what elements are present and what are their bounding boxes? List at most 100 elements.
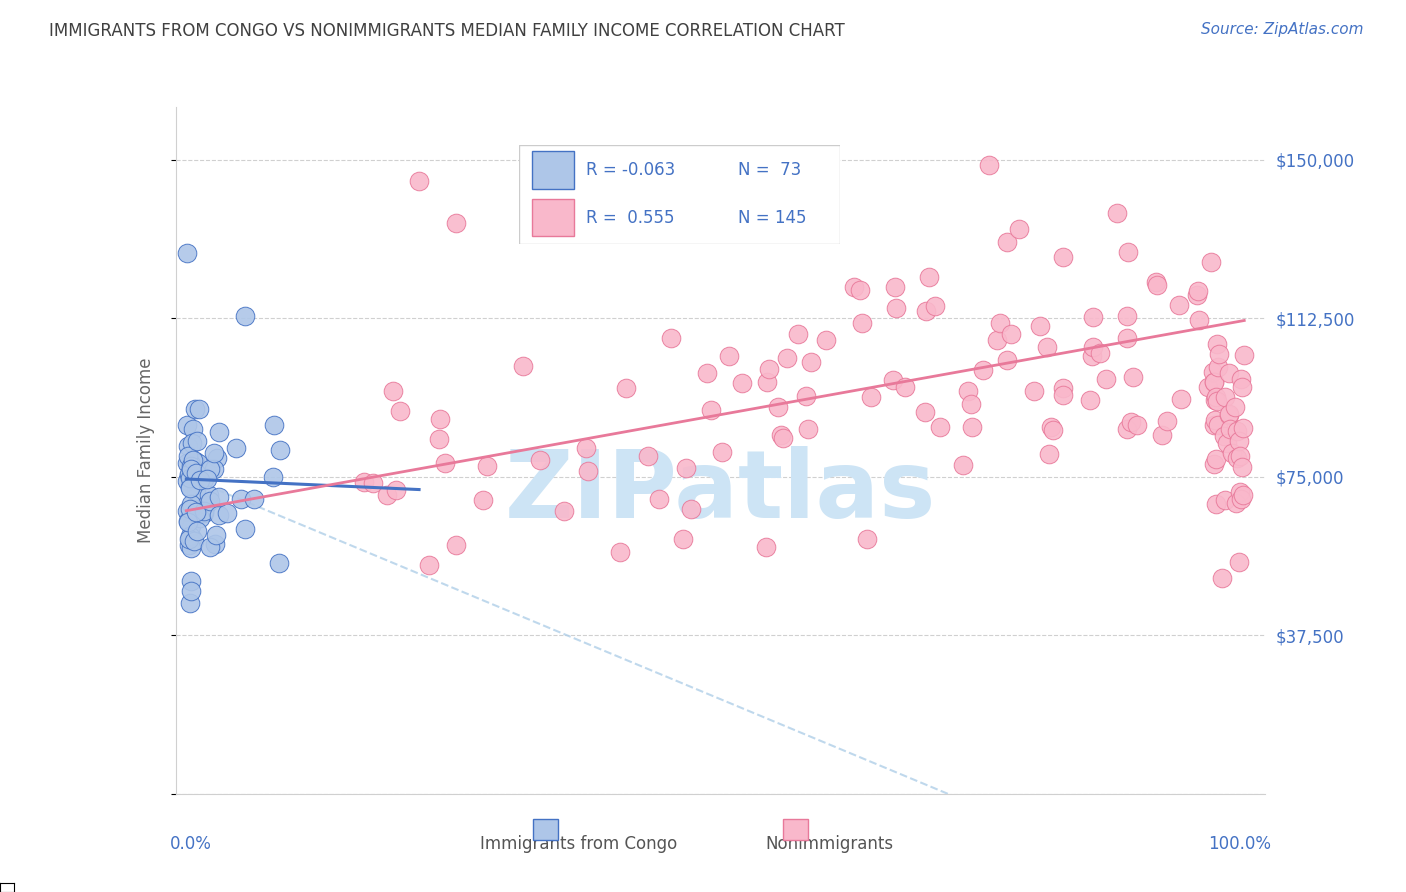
Point bbox=[475, 459, 498, 474]
Point bbox=[1202, 375, 1225, 389]
Point bbox=[851, 316, 873, 330]
Point bbox=[1227, 434, 1250, 448]
Point bbox=[1230, 372, 1253, 386]
Point bbox=[637, 449, 659, 463]
Point bbox=[195, 472, 218, 486]
Point bbox=[1198, 380, 1220, 394]
Point bbox=[208, 425, 231, 440]
Point bbox=[177, 514, 200, 528]
Point bbox=[353, 475, 375, 490]
Point bbox=[267, 556, 290, 570]
Point bbox=[1206, 418, 1229, 433]
Point bbox=[800, 355, 823, 369]
Point bbox=[770, 428, 793, 442]
Point bbox=[1205, 497, 1227, 511]
Point bbox=[186, 505, 208, 519]
Point bbox=[859, 391, 882, 405]
Point bbox=[429, 411, 451, 425]
Point bbox=[176, 474, 198, 488]
Point bbox=[1081, 340, 1104, 354]
Point bbox=[699, 403, 721, 417]
Point bbox=[553, 504, 575, 518]
Point bbox=[200, 493, 222, 508]
Point bbox=[786, 326, 808, 341]
Point bbox=[1204, 417, 1226, 432]
Point bbox=[205, 450, 228, 465]
Point bbox=[186, 524, 208, 538]
Point bbox=[884, 279, 907, 293]
Point bbox=[177, 449, 200, 463]
Point bbox=[1204, 413, 1226, 427]
Point bbox=[263, 417, 285, 432]
Point bbox=[229, 491, 252, 506]
Point bbox=[179, 471, 201, 485]
Point bbox=[208, 508, 231, 523]
Point bbox=[648, 492, 671, 507]
Point bbox=[179, 481, 201, 495]
Text: ZIPatlas: ZIPatlas bbox=[505, 446, 936, 538]
Point bbox=[188, 473, 211, 487]
Point bbox=[977, 158, 1000, 172]
Point bbox=[186, 504, 208, 518]
Point bbox=[1220, 446, 1243, 460]
Point bbox=[1105, 205, 1128, 219]
Point bbox=[1216, 436, 1239, 450]
Point bbox=[233, 522, 256, 536]
Point bbox=[200, 541, 222, 555]
Point bbox=[1081, 310, 1104, 325]
Point bbox=[1156, 414, 1178, 428]
Point bbox=[444, 538, 467, 552]
Point bbox=[184, 454, 207, 468]
Point bbox=[1121, 415, 1143, 429]
Point bbox=[1116, 309, 1139, 323]
Point bbox=[204, 537, 226, 551]
Point bbox=[1146, 277, 1168, 292]
Point bbox=[575, 442, 598, 456]
Point bbox=[181, 532, 204, 546]
Point bbox=[1202, 375, 1225, 389]
Point bbox=[671, 533, 693, 547]
Point bbox=[766, 400, 789, 414]
Point bbox=[1038, 447, 1060, 461]
Point bbox=[755, 540, 778, 554]
Text: Immigrants from Congo: Immigrants from Congo bbox=[481, 835, 678, 853]
Point bbox=[1187, 284, 1209, 298]
Point bbox=[1218, 408, 1240, 422]
Point bbox=[1042, 424, 1064, 438]
Point bbox=[180, 462, 202, 476]
Text: 100.0%: 100.0% bbox=[1208, 835, 1271, 853]
Point bbox=[176, 456, 198, 470]
Text: N = 145: N = 145 bbox=[738, 209, 806, 227]
Point bbox=[914, 405, 936, 419]
Point bbox=[995, 235, 1018, 249]
Point bbox=[1090, 346, 1112, 360]
Point bbox=[679, 502, 702, 516]
Point bbox=[388, 403, 411, 417]
Point bbox=[217, 507, 239, 521]
Point bbox=[180, 435, 202, 450]
Point bbox=[1039, 420, 1062, 434]
Text: N =  73: N = 73 bbox=[738, 161, 801, 178]
Point bbox=[1081, 349, 1104, 363]
Point bbox=[179, 529, 201, 543]
Point bbox=[180, 583, 202, 598]
Point bbox=[180, 541, 202, 556]
Point bbox=[988, 316, 1011, 330]
Point bbox=[1022, 384, 1045, 399]
Point bbox=[377, 487, 399, 501]
Point bbox=[1226, 424, 1249, 438]
Point bbox=[180, 497, 202, 511]
Bar bbox=[533, 819, 558, 840]
Point bbox=[181, 463, 204, 477]
Point bbox=[1000, 326, 1022, 341]
Point bbox=[193, 472, 215, 486]
Point bbox=[1052, 388, 1074, 402]
Point bbox=[1230, 459, 1253, 474]
Point bbox=[1126, 417, 1149, 432]
Point bbox=[1229, 449, 1251, 463]
Point bbox=[176, 245, 198, 260]
Point bbox=[187, 456, 209, 470]
Text: R =  0.555: R = 0.555 bbox=[586, 209, 675, 227]
Point bbox=[1225, 496, 1247, 510]
Bar bbox=[531, 151, 574, 188]
